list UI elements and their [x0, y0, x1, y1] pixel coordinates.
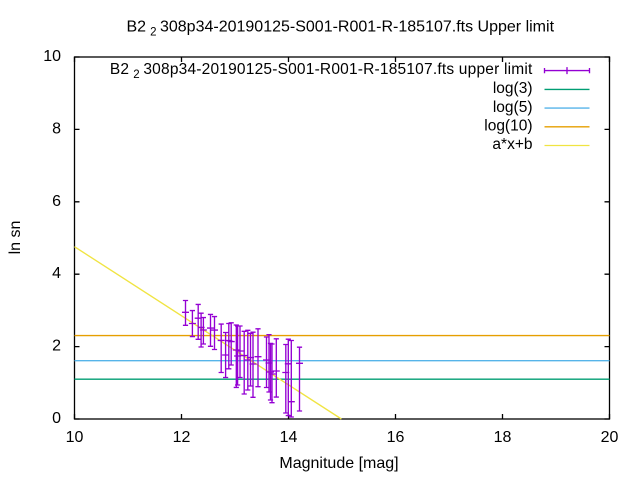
svg-text:ln sn: ln sn [7, 221, 24, 255]
svg-text:a*x+b: a*x+b [492, 136, 532, 153]
svg-text:4: 4 [52, 265, 61, 282]
svg-text:18: 18 [494, 429, 512, 446]
svg-text:log(3): log(3) [493, 80, 533, 97]
svg-text:2: 2 [52, 338, 61, 355]
svg-text:12: 12 [173, 429, 191, 446]
svg-text:10: 10 [66, 429, 84, 446]
svg-text:log(5): log(5) [493, 99, 533, 116]
svg-text:16: 16 [387, 429, 405, 446]
svg-text:10: 10 [43, 48, 61, 65]
svg-text:6: 6 [52, 193, 61, 210]
svg-text:log(10): log(10) [484, 118, 532, 135]
svg-text:Magnitude [mag]: Magnitude [mag] [279, 455, 398, 472]
svg-text:8: 8 [52, 120, 61, 137]
svg-text:14: 14 [280, 429, 298, 446]
svg-text:0: 0 [52, 410, 61, 427]
svg-text:20: 20 [601, 429, 619, 446]
